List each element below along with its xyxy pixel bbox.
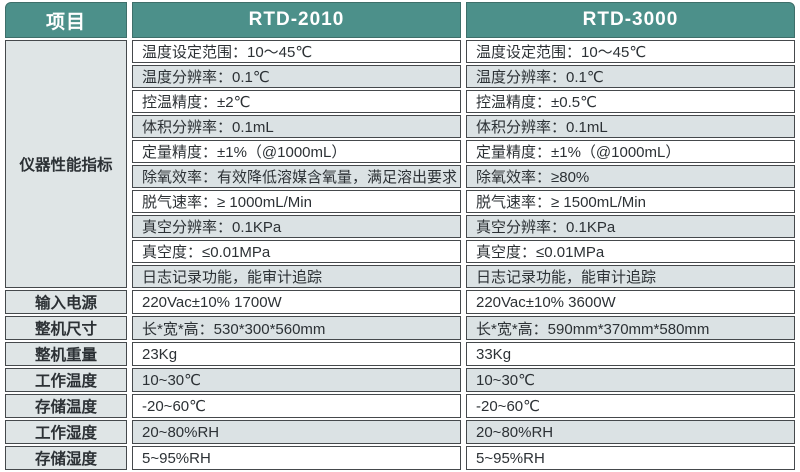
cell-rtd3000-weight: 33Kg xyxy=(466,342,795,366)
row-label-working-humidity: 工作湿度 xyxy=(5,420,127,444)
cell-rtd3000-working-temperature: 10~30℃ xyxy=(466,368,795,392)
cell-rtd2010-temp-resolution: 温度分辨率：0.1℃ xyxy=(132,65,461,88)
table-row-vacuum-degree: 真空度：≤0.01MPa 真空度：≤0.01MPa xyxy=(5,240,795,263)
cell-rtd3000-vacuum-degree: 真空度：≤0.01MPa xyxy=(466,240,795,263)
cell-rtd3000-dosing-accuracy: 定量精度：±1%（@1000mL） xyxy=(466,140,795,163)
cell-rtd3000-storage-temperature: -20~60℃ xyxy=(466,394,795,418)
cell-rtd3000-volume-resolution: 体积分辨率：0.1mL xyxy=(466,115,795,138)
cell-rtd3000-temp-resolution: 温度分辨率：0.1℃ xyxy=(466,65,795,88)
table-row-temp-setting-range: 仪器性能指标 温度设定范围：10～45℃ 温度设定范围：10～45℃ xyxy=(5,40,795,288)
header-rtd3000: RTD-3000 xyxy=(466,2,795,38)
cell-rtd2010-deoxygenation-efficiency: 除氧效率：有效降低溶媒含氧量，满足溶出要求 xyxy=(132,165,461,188)
cell-rtd3000-input-power: 220Vac±10% 3600W xyxy=(466,290,795,314)
cell-rtd3000-temp-control-accuracy: 控温精度：±0.5℃ xyxy=(466,90,795,113)
header-rtd2010: RTD-2010 xyxy=(132,2,461,38)
table-row-weight: 整机重量 23Kg 33Kg xyxy=(5,342,795,366)
header-row: 项目 RTD-2010 RTD-3000 xyxy=(5,2,795,38)
cell-rtd2010-weight: 23Kg xyxy=(132,342,461,366)
table-row-storage-humidity: 存储湿度 5~95%RH 5~95%RH xyxy=(5,446,795,470)
row-label-storage-temperature: 存储温度 xyxy=(5,394,127,418)
table-row-vacuum-resolution: 真空分辨率：0.1KPa 真空分辨率：0.1KPa xyxy=(5,215,795,238)
cell-rtd2010-storage-temperature: -20~60℃ xyxy=(132,394,461,418)
cell-rtd2010-volume-resolution: 体积分辨率：0.1mL xyxy=(132,115,461,138)
cell-rtd3000-storage-humidity: 5~95%RH xyxy=(466,446,795,470)
cell-rtd2010-working-humidity: 20~80%RH xyxy=(132,420,461,444)
header-item-column: 项目 xyxy=(5,2,127,38)
cell-rtd3000-deoxygenation-efficiency: 除氧效率：≥80% xyxy=(466,165,795,188)
table-row-dimensions: 整机尺寸 长*宽*高：530*300*560mm 长*宽*高：590mm*370… xyxy=(5,316,795,340)
cell-rtd3000-temp-setting-range: 温度设定范围：10～45℃ xyxy=(466,40,795,63)
row-group-label-performance: 仪器性能指标 xyxy=(5,40,127,288)
cell-rtd3000-vacuum-resolution: 真空分辨率：0.1KPa xyxy=(466,215,795,238)
cell-rtd3000-working-humidity: 20~80%RH xyxy=(466,420,795,444)
table-row-temp-control-accuracy: 控温精度：±2℃ 控温精度：±0.5℃ xyxy=(5,90,795,113)
row-label-weight: 整机重量 xyxy=(5,342,127,366)
cell-rtd3000-degassing-rate: 脱气速率：≥ 1500mL/Min xyxy=(466,190,795,213)
cell-rtd2010-vacuum-degree: 真空度：≤0.01MPa xyxy=(132,240,461,263)
table-row-audit-log: 日志记录功能，能审计追踪 日志记录功能，能审计追踪 xyxy=(5,265,795,288)
cell-rtd2010-storage-humidity: 5~95%RH xyxy=(132,446,461,470)
row-label-input-power: 输入电源 xyxy=(5,290,127,314)
spec-table-header: 项目 RTD-2010 RTD-3000 xyxy=(5,2,795,38)
cell-rtd2010-dimensions: 长*宽*高：530*300*560mm xyxy=(132,316,461,340)
row-label-storage-humidity: 存储湿度 xyxy=(5,446,127,470)
row-label-dimensions: 整机尺寸 xyxy=(5,316,127,340)
table-row-storage-temperature: 存储温度 -20~60℃ -20~60℃ xyxy=(5,394,795,418)
table-row-working-temperature: 工作温度 10~30℃ 10~30℃ xyxy=(5,368,795,392)
cell-rtd3000-dimensions: 长*宽*高：590mm*370mm*580mm xyxy=(466,316,795,340)
cell-rtd2010-temp-control-accuracy: 控温精度：±2℃ xyxy=(132,90,461,113)
spec-table-body: 仪器性能指标 温度设定范围：10～45℃ 温度设定范围：10～45℃ 温度分辨率… xyxy=(5,40,795,470)
table-row-working-humidity: 工作湿度 20~80%RH 20~80%RH xyxy=(5,420,795,444)
row-label-working-temperature: 工作温度 xyxy=(5,368,127,392)
table-row-temp-resolution: 温度分辨率：0.1℃ 温度分辨率：0.1℃ xyxy=(5,65,795,88)
cell-rtd2010-input-power: 220Vac±10% 1700W xyxy=(132,290,461,314)
cell-rtd2010-degassing-rate: 脱气速率：≥ 1000mL/Min xyxy=(132,190,461,213)
cell-rtd2010-temp-setting-range: 温度设定范围：10～45℃ xyxy=(132,40,461,63)
cell-rtd2010-dosing-accuracy: 定量精度：±1%（@1000mL） xyxy=(132,140,461,163)
cell-rtd2010-vacuum-resolution: 真空分辨率：0.1KPa xyxy=(132,215,461,238)
table-row-dosing-accuracy: 定量精度：±1%（@1000mL） 定量精度：±1%（@1000mL） xyxy=(5,140,795,163)
table-row-deoxygenation-efficiency: 除氧效率：有效降低溶媒含氧量，满足溶出要求 除氧效率：≥80% xyxy=(5,165,795,188)
cell-rtd2010-audit-log: 日志记录功能，能审计追踪 xyxy=(132,265,461,288)
table-row-input-power: 输入电源 220Vac±10% 1700W 220Vac±10% 3600W xyxy=(5,290,795,314)
table-row-degassing-rate: 脱气速率：≥ 1000mL/Min 脱气速率：≥ 1500mL/Min xyxy=(5,190,795,213)
cell-rtd3000-audit-log: 日志记录功能，能审计追踪 xyxy=(466,265,795,288)
product-spec-page: 项目 RTD-2010 RTD-3000 仪器性能指标 温度设定范围：10～45… xyxy=(5,2,795,470)
cell-rtd2010-working-temperature: 10~30℃ xyxy=(132,368,461,392)
table-row-volume-resolution: 体积分辨率：0.1mL 体积分辨率：0.1mL xyxy=(5,115,795,138)
